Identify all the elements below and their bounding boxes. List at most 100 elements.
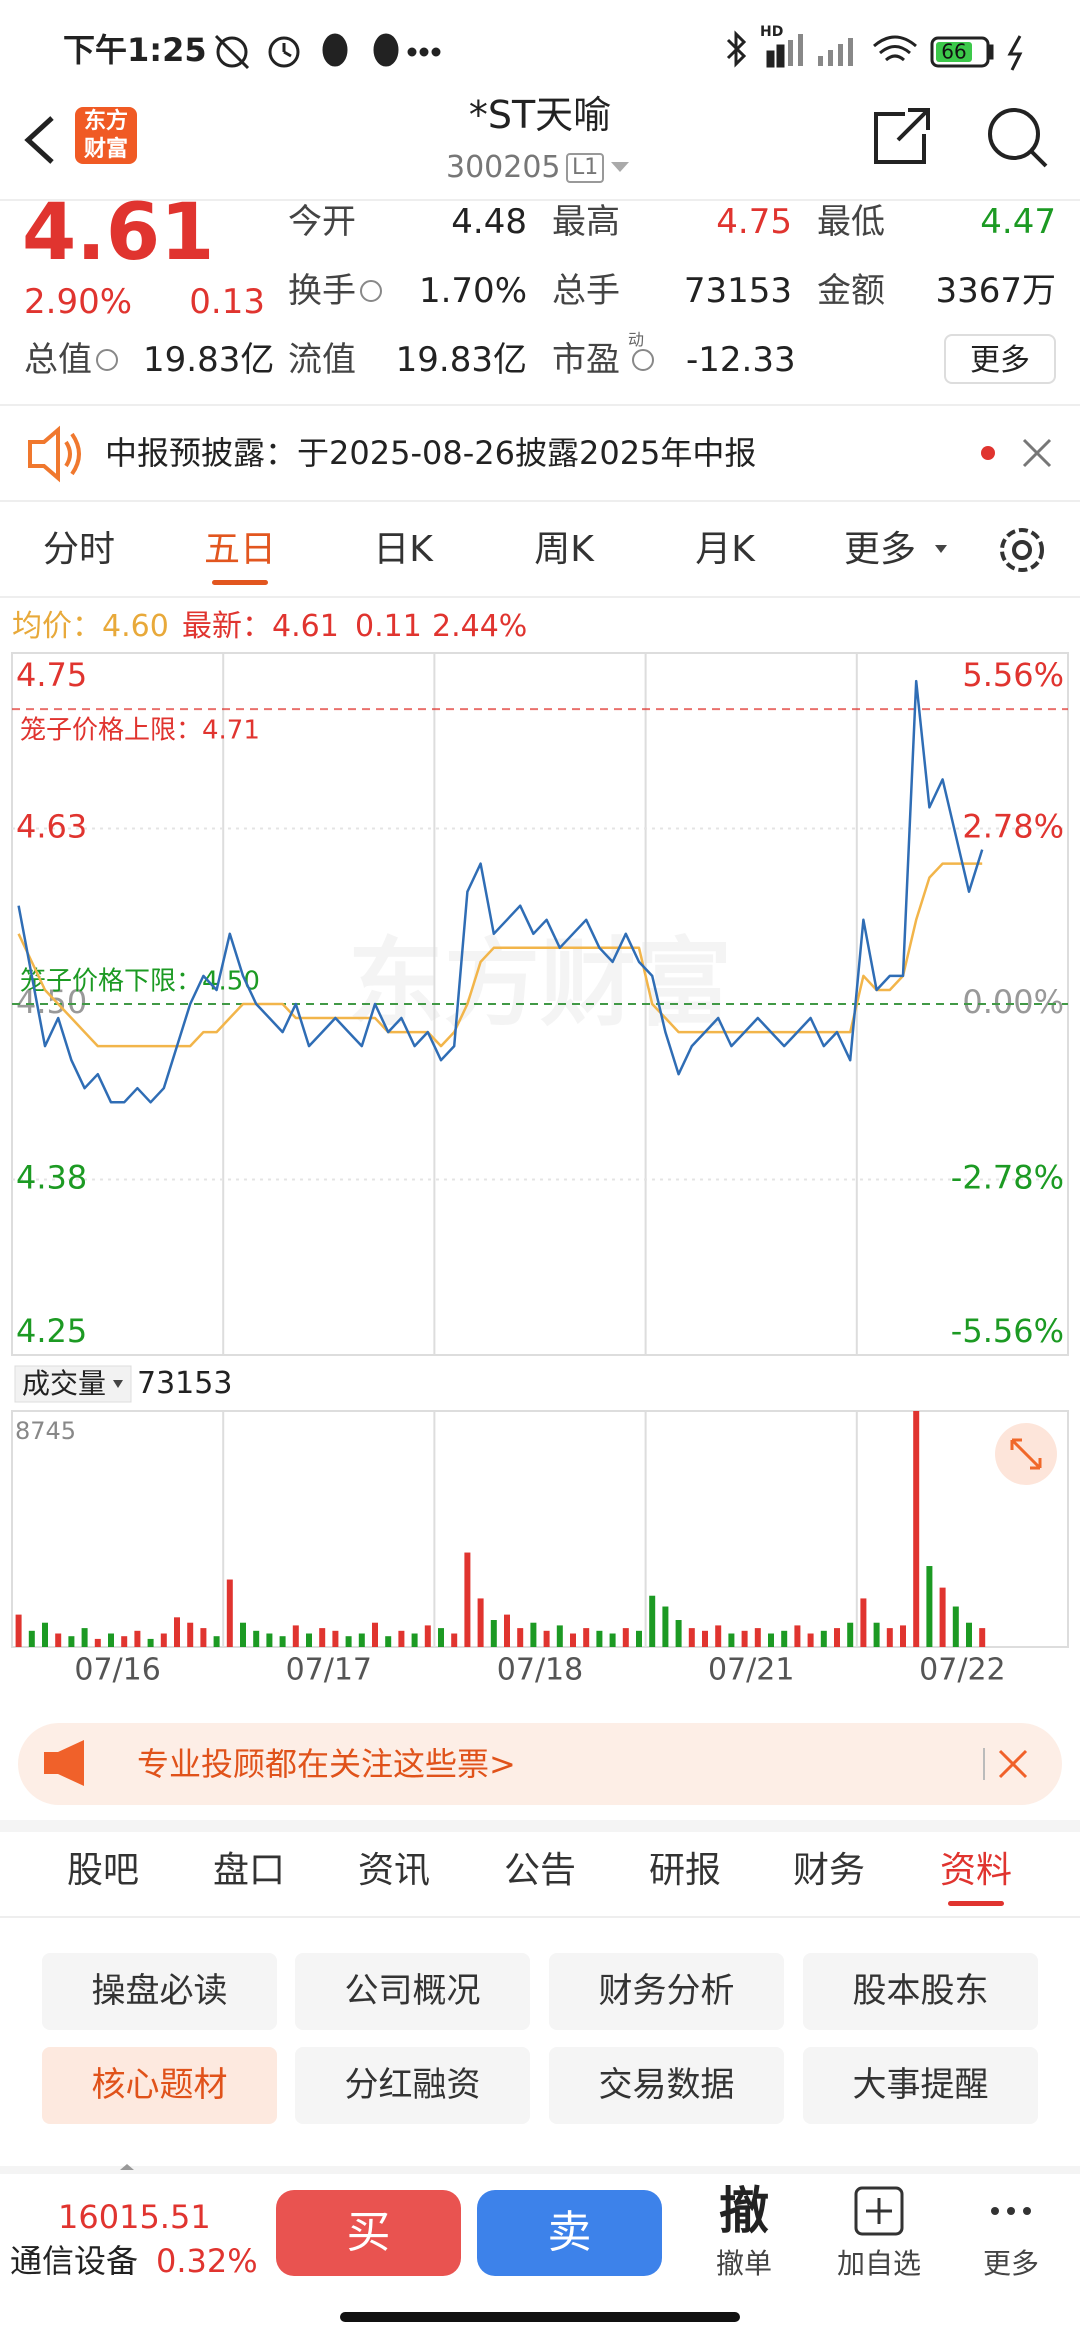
cancel-icon[interactable]: 撤	[719, 2182, 769, 2240]
shortcut-button[interactable]: 交易数据	[549, 2047, 784, 2124]
sell-button[interactable]	[477, 2190, 662, 2276]
volume-label: 成交量	[22, 1367, 107, 1401]
add-icon[interactable]	[854, 2186, 904, 2236]
y-tick-label: 4.63	[16, 808, 87, 846]
period-tab[interactable]: 五日	[203, 529, 276, 571]
notice-text[interactable]: 中报预披露：于2025-08-26披露2025年中报	[105, 433, 757, 472]
logo-text: 东方	[83, 108, 128, 134]
volume-bar	[187, 1622, 194, 1647]
sell-label[interactable]: 卖	[547, 2206, 592, 2258]
date-label: 07/22	[919, 1653, 1005, 1688]
share-icon[interactable]	[874, 108, 930, 164]
volume-bar	[200, 1628, 207, 1647]
volume-bar	[781, 1630, 788, 1647]
volume-bar	[358, 1633, 365, 1647]
y-tick-label: 4.38	[16, 1159, 87, 1197]
change-percent: 2.90%	[24, 281, 133, 322]
date-label: 07/17	[286, 1653, 372, 1688]
buy-label[interactable]: 买	[346, 2206, 391, 2258]
volume-bar	[873, 1622, 880, 1647]
period-tab[interactable]: 月K	[695, 529, 755, 571]
info-icon	[96, 349, 118, 371]
y2-tick-label: 0.00%	[962, 983, 1064, 1021]
period-tab[interactable]: 分时	[42, 529, 115, 571]
pe-superscript: 动	[628, 330, 645, 350]
banner-bg[interactable]	[18, 1723, 1062, 1805]
volume-bar	[728, 1633, 735, 1647]
cage-limit-label: 笼子价格上限：4.71	[20, 716, 260, 746]
volume-bar	[556, 1625, 563, 1647]
volume-bar	[213, 1636, 220, 1647]
volume-bar	[55, 1633, 62, 1647]
buy-button[interactable]	[276, 2190, 461, 2276]
back-icon[interactable]	[24, 116, 54, 164]
volume-bar	[794, 1625, 801, 1647]
search-icon[interactable]	[988, 108, 1048, 168]
stat-value: 19.83亿	[395, 339, 527, 380]
info-tab[interactable]: 资料	[939, 1850, 1012, 1892]
more-icon[interactable]	[991, 2207, 1031, 2215]
change-amount: 0.13	[189, 281, 265, 322]
volume-bar	[121, 1636, 128, 1647]
shortcut-button[interactable]: 核心题材	[42, 2047, 277, 2124]
stat-value: 73153	[683, 270, 792, 311]
cancel-label[interactable]: 撤单	[715, 2247, 772, 2281]
info-tab[interactable]: 公告	[503, 1850, 576, 1892]
y2-tick-label: -5.56%	[951, 1312, 1064, 1350]
y2-tick-label: 5.56%	[962, 656, 1064, 694]
stock-code: 300205	[446, 150, 561, 185]
volume-bar	[15, 1614, 22, 1647]
status-icons	[214, 30, 1023, 71]
info-tab[interactable]: 盘口	[212, 1850, 285, 1892]
latest-change: 0.11	[355, 609, 422, 644]
battery-level: 66	[941, 40, 966, 64]
banner-text[interactable]: 专业投顾都在关注这些票>	[137, 1744, 516, 1783]
volume-bar	[939, 1587, 946, 1647]
stat-label: 今开	[288, 201, 356, 242]
shortcut-button[interactable]: 大事提醒	[803, 2047, 1038, 2124]
volume-bar	[504, 1614, 510, 1647]
volume-bar	[675, 1620, 682, 1647]
shortcut-button[interactable]: 股本股东	[803, 1953, 1038, 2030]
cage-limit-label: 笼子价格下限：4.50	[20, 967, 260, 997]
banner-close[interactable]	[998, 1749, 1028, 1779]
more-label[interactable]: 更多	[982, 2247, 1039, 2281]
volume-selector[interactable]	[14, 1365, 132, 1403]
more-button[interactable]: 更多	[944, 334, 1056, 384]
volume-tick-label: 8745	[15, 1417, 76, 1445]
shortcut-button[interactable]: 公司概况	[295, 1953, 530, 2030]
info-tab[interactable]: 股吧	[66, 1850, 139, 1892]
add-label[interactable]: 加自选	[836, 2247, 921, 2281]
y-tick-label: 4.50	[16, 983, 87, 1021]
info-tab[interactable]: 资讯	[357, 1850, 430, 1892]
period-tab[interactable]: 更多	[843, 529, 916, 571]
stat-value: 19.83亿	[143, 339, 275, 380]
close-icon[interactable]	[1022, 438, 1052, 468]
volume-bar	[952, 1606, 959, 1647]
active-tab-indicator	[212, 580, 268, 585]
shortcut-button[interactable]: 分红融资	[295, 2047, 530, 2124]
volume-bar	[108, 1633, 114, 1647]
period-tab[interactable]: 周K	[534, 529, 594, 571]
stat-value: 1.70%	[418, 270, 527, 311]
last-price: 4.61	[22, 188, 215, 279]
volume-bar	[226, 1579, 233, 1647]
shortcut-button[interactable]: 财务分析	[549, 1953, 784, 2030]
volume-bar	[900, 1625, 906, 1647]
volume-bar	[81, 1628, 88, 1647]
speaker-icon	[28, 425, 81, 483]
settings-icon[interactable]	[1000, 528, 1044, 572]
info-tab[interactable]: 财务	[792, 1850, 865, 1892]
expand-button[interactable]	[995, 1423, 1057, 1485]
shortcut-button[interactable]: 操盘必读	[42, 1953, 277, 2030]
sector-change: 0.32%	[156, 2241, 258, 2280]
info-tab[interactable]: 研报	[648, 1850, 721, 1892]
volume-bar	[741, 1630, 748, 1647]
volume-bar	[345, 1636, 352, 1647]
volume-bar	[490, 1620, 497, 1647]
period-tab[interactable]: 日K	[373, 529, 433, 571]
stock-name: *ST天喻	[468, 93, 612, 138]
